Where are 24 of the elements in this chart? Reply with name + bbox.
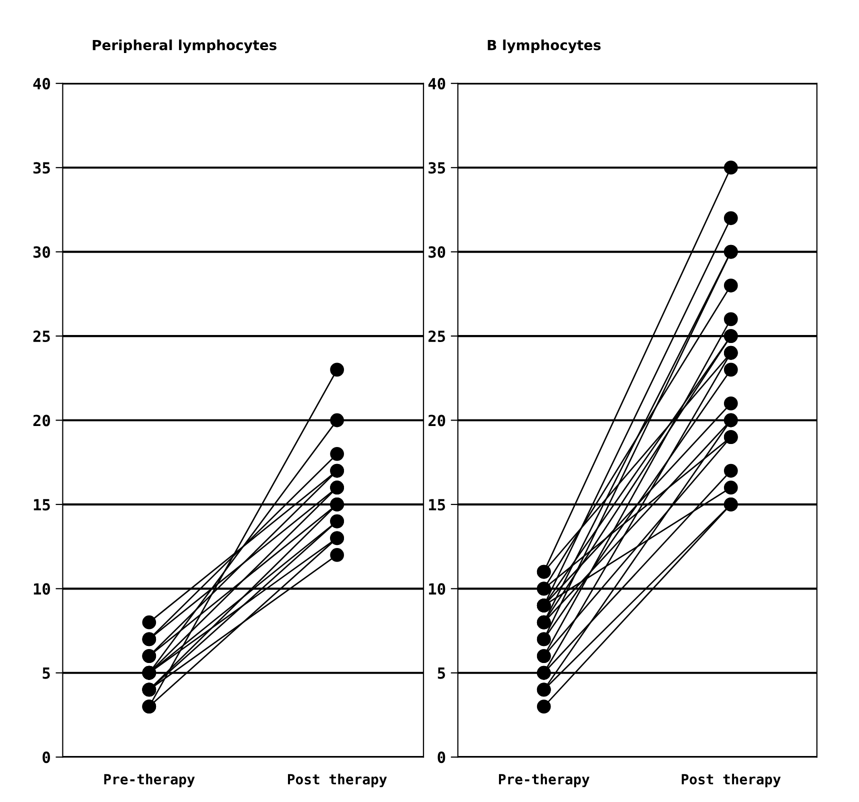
y-tick-label: 40 xyxy=(428,78,446,90)
y-tick-label: 10 xyxy=(429,583,446,595)
y-tick-label: 30 xyxy=(33,246,50,258)
y-tick-label: 15 xyxy=(429,499,446,510)
y-tick-label: 5 xyxy=(42,668,50,679)
chart-title: B lymphocytes xyxy=(488,40,601,54)
y-tick-label: 25 xyxy=(428,330,446,342)
y-tick-label: 0 xyxy=(42,752,50,764)
chart-title: Peripheral lymphocytes xyxy=(92,40,276,54)
x-tick-label: Pre-therapy xyxy=(104,774,195,788)
y-tick-label: 20 xyxy=(428,414,446,426)
x-tick-label: Post therapy xyxy=(288,774,387,788)
y-tick-label: 0 xyxy=(438,752,446,764)
y-tick-label: 20 xyxy=(33,414,50,426)
x-tick-label: Post therapy xyxy=(682,774,781,788)
y-tick-label: 10 xyxy=(34,583,50,595)
y-tick-label: 40 xyxy=(33,78,50,90)
x-tick-label: Pre-therapy xyxy=(498,774,590,788)
y-tick-label: 5 xyxy=(438,668,446,679)
y-tick-label: 30 xyxy=(428,246,446,258)
y-tick-label: 35 xyxy=(428,162,446,174)
y-tick-label: 15 xyxy=(34,499,50,510)
y-tick-label: 35 xyxy=(33,162,50,174)
y-tick-label: 25 xyxy=(33,330,50,342)
